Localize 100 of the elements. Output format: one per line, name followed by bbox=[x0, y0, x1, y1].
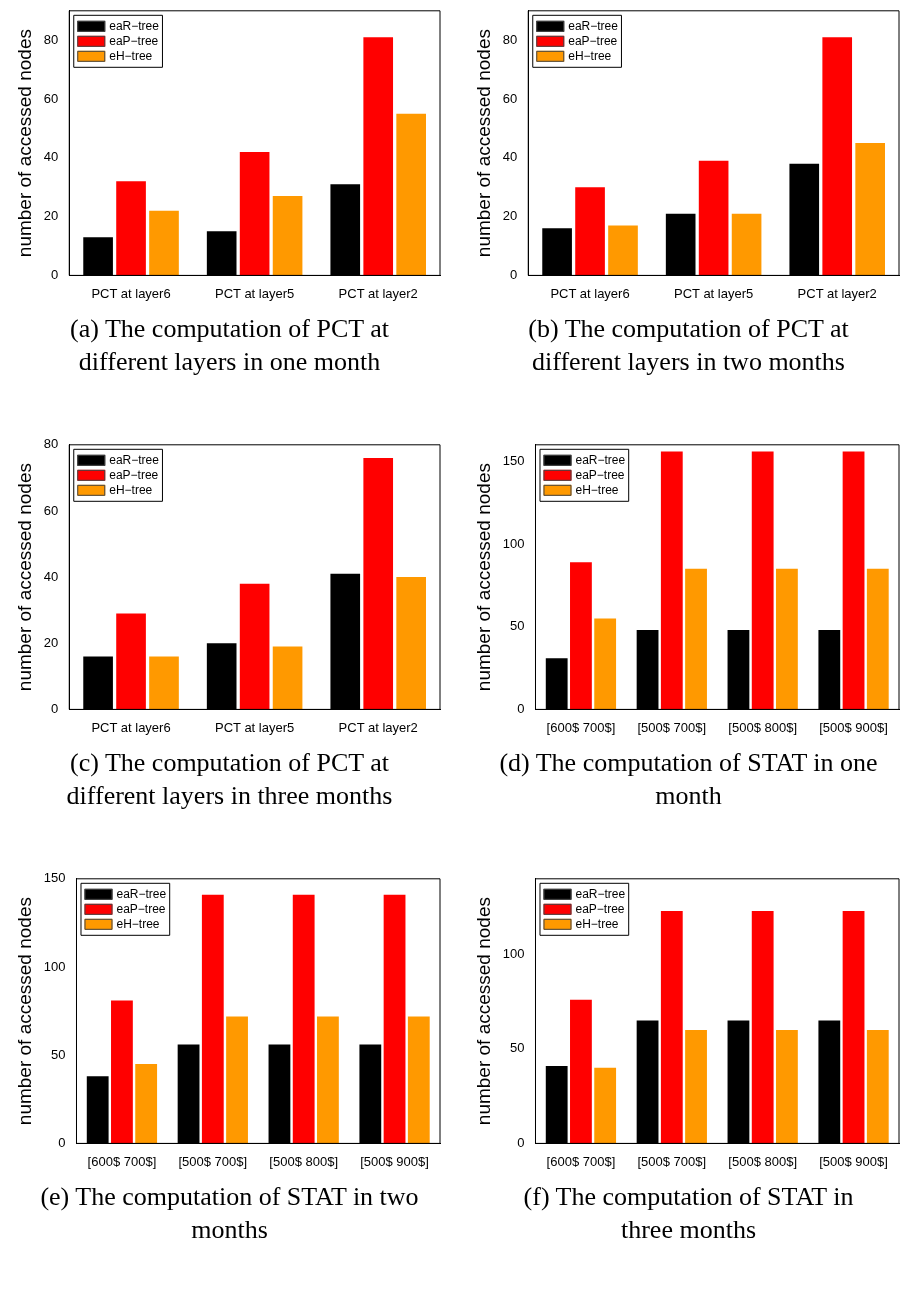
legend-label: eaP−tree bbox=[567, 33, 618, 48]
y-axis-title: number of accessed nodes bbox=[13, 463, 35, 692]
legend-label: eaP−tree bbox=[115, 901, 166, 916]
legend-label: eH−tree bbox=[108, 482, 153, 497]
bar bbox=[110, 1000, 133, 1144]
y-tick-label: 0 bbox=[509, 266, 517, 282]
y-tick-label: 60 bbox=[502, 90, 517, 106]
bar bbox=[866, 568, 889, 710]
legend-label: eH−tree bbox=[574, 916, 619, 931]
x-tick-label: PCT at layer2 bbox=[338, 719, 418, 735]
y-tick-label: 100 bbox=[502, 945, 524, 961]
y-tick-label: 40 bbox=[502, 149, 517, 165]
bar bbox=[593, 1067, 616, 1144]
bar bbox=[115, 613, 146, 710]
y-tick-label: 50 bbox=[50, 1046, 65, 1062]
bar bbox=[607, 225, 638, 276]
y-tick-label: 60 bbox=[43, 502, 58, 518]
bar bbox=[395, 113, 426, 276]
bar bbox=[660, 910, 683, 1144]
legend-label: eaR−tree bbox=[108, 18, 159, 33]
y-tick-label: 0 bbox=[50, 700, 58, 716]
bar bbox=[684, 568, 707, 710]
legend-label: eH−tree bbox=[567, 48, 612, 63]
y-axis-title: number of accessed nodes bbox=[13, 897, 35, 1126]
bar bbox=[407, 1016, 430, 1144]
text: (b) The computation of PCT at different layers in two months bbox=[527, 313, 850, 378]
y-tick-label: 0 bbox=[57, 1134, 65, 1150]
legend-label: eaP−tree bbox=[108, 467, 159, 482]
bar bbox=[731, 213, 761, 276]
bar bbox=[115, 181, 146, 276]
y-axis-title: number of accessed nodes bbox=[472, 463, 494, 692]
bar bbox=[272, 196, 302, 276]
bar bbox=[574, 187, 605, 276]
bar bbox=[292, 894, 315, 1144]
x-tick-label: [500$ 800$] bbox=[268, 1153, 338, 1169]
bar bbox=[751, 451, 774, 710]
bar bbox=[395, 577, 426, 710]
legend-label: eH−tree bbox=[115, 916, 160, 931]
y-tick-label: 80 bbox=[43, 31, 58, 47]
y-tick-label: 50 bbox=[509, 618, 524, 634]
bar bbox=[842, 910, 864, 1144]
x-tick-label: [500$ 700$] bbox=[177, 1153, 247, 1169]
bar bbox=[383, 894, 405, 1144]
bar bbox=[775, 1030, 798, 1144]
legend-label: eH−tree bbox=[108, 48, 153, 63]
y-axis-title: number of accessed nodes bbox=[13, 29, 35, 258]
bar bbox=[239, 583, 269, 710]
bar bbox=[201, 894, 224, 1144]
bar bbox=[239, 151, 269, 276]
bar bbox=[660, 451, 683, 710]
bar bbox=[842, 451, 864, 710]
x-tick-label: PCT at layer2 bbox=[338, 285, 418, 301]
y-tick-label: 20 bbox=[43, 208, 58, 224]
x-tick-label: PCT at layer5 bbox=[214, 719, 294, 735]
text: (c) The computation of PCT at different layers in three months bbox=[65, 747, 394, 812]
y-tick-label: 0 bbox=[516, 700, 524, 716]
x-tick-label: [500$ 800$] bbox=[727, 1153, 797, 1169]
x-tick-label: PCT at layer5 bbox=[673, 285, 753, 301]
y-tick-label: 20 bbox=[502, 208, 517, 224]
bar bbox=[134, 1064, 157, 1144]
y-tick-label: 150 bbox=[502, 452, 524, 468]
bar bbox=[866, 1030, 889, 1144]
x-tick-label: [600$ 700$] bbox=[546, 719, 615, 735]
y-tick-label: 0 bbox=[50, 266, 58, 282]
x-tick-label: [500$ 900$] bbox=[818, 719, 888, 735]
bar bbox=[684, 1030, 707, 1144]
y-tick-label: 60 bbox=[43, 90, 58, 106]
x-tick-label: [600$ 700$] bbox=[87, 1153, 156, 1169]
bar bbox=[148, 210, 179, 276]
x-tick-label: [500$ 700$] bbox=[636, 719, 706, 735]
legend-label: eaR−tree bbox=[115, 886, 167, 901]
bar bbox=[569, 562, 592, 710]
y-tick-label: 40 bbox=[43, 149, 58, 165]
y-tick-label: 20 bbox=[43, 634, 58, 650]
bar bbox=[362, 458, 393, 710]
legend-label: eaR−tree bbox=[567, 18, 618, 33]
bar bbox=[698, 160, 728, 276]
y-tick-label: 0 bbox=[516, 1134, 524, 1150]
bar bbox=[854, 143, 885, 276]
y-tick-label: 50 bbox=[509, 1040, 524, 1056]
text: (d) The computation of STAT in one month bbox=[498, 747, 879, 812]
legend-label: eaP−tree bbox=[574, 467, 625, 482]
bar bbox=[821, 37, 852, 276]
bar bbox=[751, 910, 774, 1144]
legend-label: eH−tree bbox=[574, 482, 619, 497]
bar bbox=[225, 1016, 248, 1144]
bar bbox=[148, 656, 179, 710]
y-axis-title: number of accessed nodes bbox=[472, 897, 494, 1126]
bar bbox=[272, 646, 302, 710]
x-tick-label: [500$ 900$] bbox=[818, 1153, 888, 1169]
y-tick-label: 150 bbox=[43, 870, 65, 886]
legend-label: eaR−tree bbox=[574, 886, 626, 901]
bar bbox=[362, 37, 393, 276]
text: (e) The computation of STAT in two months bbox=[39, 1181, 420, 1246]
x-tick-label: PCT at layer2 bbox=[797, 285, 877, 301]
x-tick-label: PCT at layer6 bbox=[90, 285, 171, 301]
x-tick-label: PCT at layer5 bbox=[214, 285, 294, 301]
y-tick-label: 80 bbox=[502, 31, 517, 47]
x-tick-label: [500$ 800$] bbox=[727, 719, 797, 735]
y-tick-label: 100 bbox=[43, 958, 65, 974]
